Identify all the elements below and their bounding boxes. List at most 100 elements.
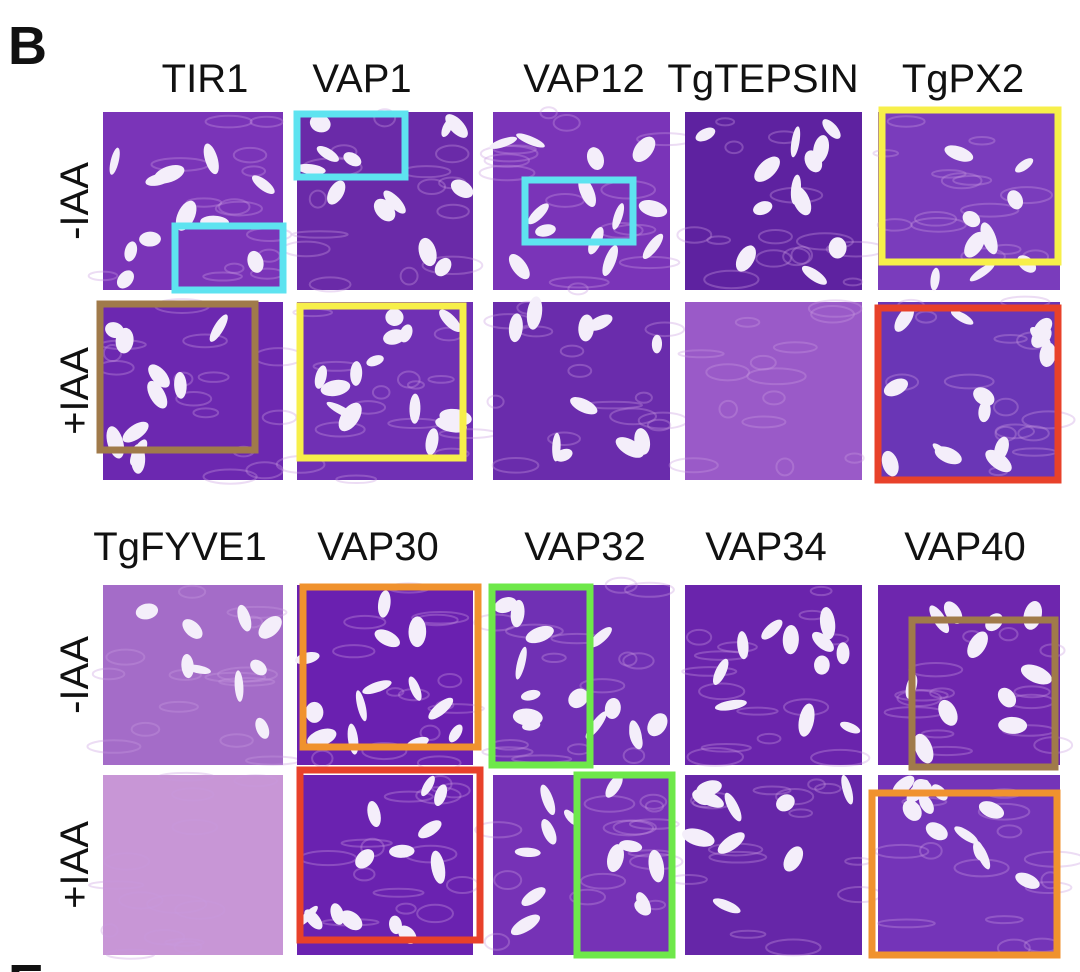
cell-plaque (570, 397, 598, 415)
texture (622, 652, 655, 670)
cell-plaque (801, 265, 827, 285)
micrograph-background (685, 112, 862, 290)
cell-plaque (840, 721, 861, 734)
texture (559, 344, 585, 358)
texture (202, 468, 258, 485)
cell-plaque (362, 680, 392, 695)
texture (810, 748, 871, 767)
column-header: TgTEPSIN (667, 57, 858, 101)
cell-plaque (296, 163, 326, 175)
micrograph (874, 775, 1080, 958)
texture (765, 938, 822, 957)
highlight-box (868, 789, 1061, 959)
cell-plaque (1007, 190, 1024, 210)
texture (736, 706, 779, 716)
cell-plaque (408, 616, 427, 648)
cell-plaque (712, 658, 729, 685)
texture (105, 648, 146, 666)
highlight-box (96, 300, 259, 454)
cell-plaque (1015, 158, 1034, 173)
cell-plaque (314, 365, 327, 389)
texture (782, 247, 811, 267)
cell-plaque (385, 308, 404, 326)
texture (602, 819, 655, 837)
texture (705, 363, 751, 382)
texture (335, 474, 378, 485)
texture (706, 235, 732, 245)
texture (718, 399, 738, 419)
cell-plaque (526, 296, 543, 330)
texture (233, 774, 279, 788)
cell-plaque (1015, 872, 1040, 889)
column-header: VAP34 (705, 525, 827, 569)
texture (609, 407, 658, 426)
cell-plaque (954, 826, 979, 844)
micrograph (474, 774, 684, 955)
texture (844, 452, 865, 464)
micrograph (86, 584, 301, 766)
texture (790, 245, 814, 265)
texture (146, 894, 208, 914)
micrograph (878, 585, 1074, 765)
texture (118, 891, 164, 910)
texture (399, 266, 419, 286)
cell-plaque (586, 147, 605, 170)
cell-plaque (181, 654, 194, 679)
texture (715, 117, 736, 127)
texture (178, 584, 207, 599)
cell-plaque (514, 847, 541, 858)
texture (746, 367, 807, 386)
micrograph (295, 582, 485, 771)
cell-plaque (434, 784, 448, 806)
micrograph-background (103, 775, 283, 955)
highlight-box (521, 176, 637, 246)
cell-plaque (914, 733, 934, 764)
cell-plaque (602, 245, 619, 277)
texture (202, 271, 243, 282)
texture (395, 902, 417, 915)
cell-plaque (450, 179, 474, 199)
cell-plaque (389, 915, 402, 935)
cell-plaque (418, 237, 437, 267)
texture (218, 198, 251, 216)
texture (86, 739, 142, 754)
texture (548, 276, 610, 289)
cell-plaque (304, 909, 323, 930)
column-header: TgFYVE1 (93, 525, 266, 569)
highlight-box (908, 616, 1059, 771)
texture (686, 747, 745, 767)
cell-plaque (355, 849, 375, 869)
texture (372, 887, 425, 898)
texture (218, 677, 276, 687)
texture (676, 226, 713, 244)
texture (618, 651, 638, 667)
micrograph (87, 112, 293, 290)
micrograph-background (685, 302, 862, 480)
cell-plaque (812, 631, 834, 652)
highlight-box (573, 771, 676, 959)
texture (371, 385, 391, 400)
texture (749, 354, 777, 371)
cell-plaque (642, 233, 664, 259)
texture (100, 923, 119, 938)
texture (992, 397, 1019, 417)
texture (226, 605, 288, 619)
cell-plaque (439, 309, 462, 332)
texture (685, 628, 713, 646)
cell-plaque (828, 237, 847, 259)
cell-plaque (552, 432, 561, 462)
texture (977, 802, 1031, 821)
texture (493, 870, 523, 891)
micrograph (681, 585, 871, 767)
texture (644, 321, 686, 338)
texture (91, 667, 126, 681)
cell-plaque (209, 314, 228, 342)
texture (340, 838, 393, 848)
row-label: +IAA (53, 821, 97, 909)
micrograph (275, 302, 498, 485)
column-header: VAP1 (312, 57, 411, 101)
cell-plaque (147, 380, 168, 409)
texture (910, 216, 967, 233)
cell-plaque (606, 844, 624, 872)
